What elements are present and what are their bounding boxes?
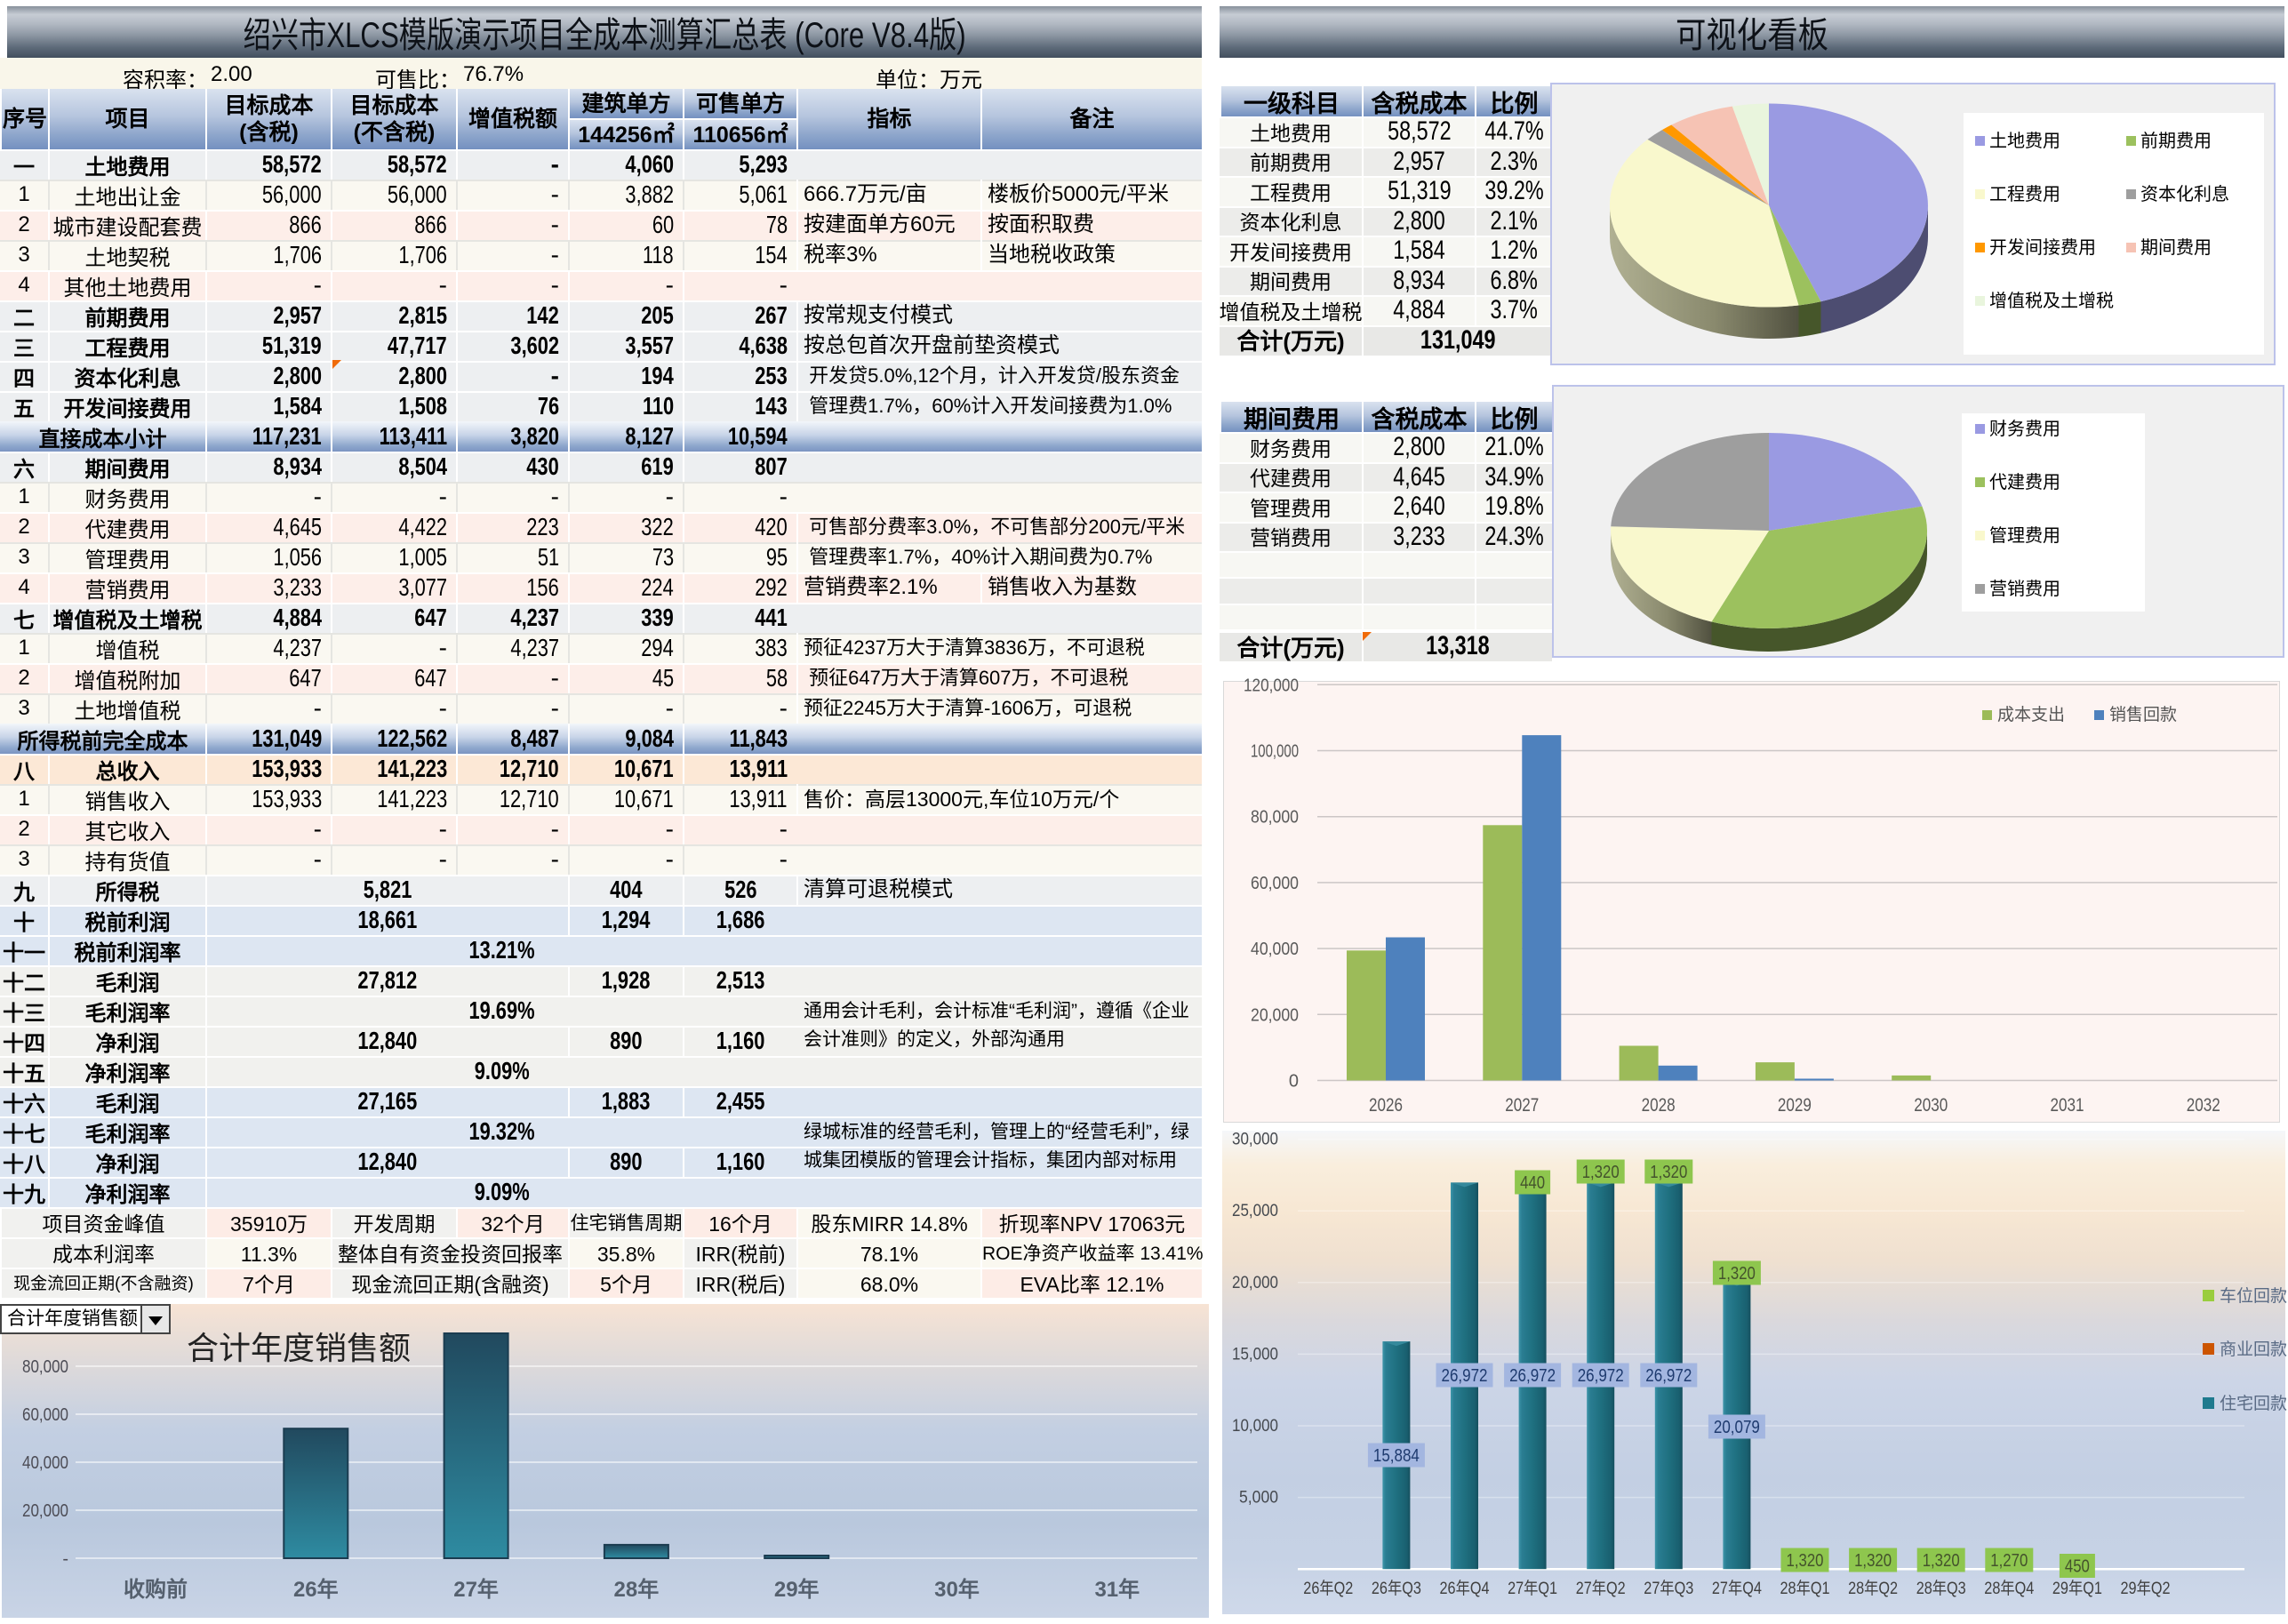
svg-text:29年Q1: 29年Q1 xyxy=(2052,1579,2102,1598)
svg-text:商业回款: 商业回款 xyxy=(2220,1340,2287,1359)
svg-text:30,000: 30,000 xyxy=(1232,1131,1278,1149)
svg-text:31年: 31年 xyxy=(1094,1577,1140,1602)
svg-text:20,000: 20,000 xyxy=(1251,1005,1299,1025)
svg-text:1,320: 1,320 xyxy=(1582,1163,1620,1182)
svg-text:27年Q2: 27年Q2 xyxy=(1576,1579,1626,1598)
svg-text:26,972: 26,972 xyxy=(1645,1366,1692,1386)
svg-text:1,320: 1,320 xyxy=(1923,1551,1960,1571)
svg-text:26年Q2: 26年Q2 xyxy=(1303,1579,1353,1598)
svg-text:车位回款: 车位回款 xyxy=(2220,1286,2287,1306)
svg-text:450: 450 xyxy=(2065,1557,2090,1577)
svg-text:住宅回款: 住宅回款 xyxy=(2220,1394,2287,1413)
svg-text:26年: 26年 xyxy=(293,1577,339,1602)
svg-text:27年Q3: 27年Q3 xyxy=(1644,1579,1693,1598)
svg-text:1,320: 1,320 xyxy=(1718,1264,1756,1284)
svg-text:20,000: 20,000 xyxy=(1232,1274,1278,1292)
svg-text:29年: 29年 xyxy=(774,1577,820,1602)
svg-text:销售回款: 销售回款 xyxy=(2109,705,2177,724)
svg-text:27年Q4: 27年Q4 xyxy=(1712,1579,1762,1598)
svg-text:28年Q4: 28年Q4 xyxy=(1984,1579,2034,1598)
svg-text:28年Q1: 28年Q1 xyxy=(1780,1579,1830,1598)
svg-text:440: 440 xyxy=(1520,1173,1545,1193)
svg-text:2028: 2028 xyxy=(1642,1095,1676,1116)
svg-text:1,270: 1,270 xyxy=(1990,1551,2028,1571)
svg-text:26,972: 26,972 xyxy=(1442,1366,1488,1386)
svg-text:10,000: 10,000 xyxy=(1232,1417,1278,1436)
svg-text:26,972: 26,972 xyxy=(1578,1366,1624,1386)
svg-text:5,000: 5,000 xyxy=(1239,1489,1278,1508)
svg-text:0: 0 xyxy=(1289,1072,1299,1092)
svg-text:60,000: 60,000 xyxy=(22,1405,68,1425)
svg-text:15,000: 15,000 xyxy=(1232,1345,1278,1364)
svg-text:合计年度销售额: 合计年度销售额 xyxy=(187,1331,411,1366)
svg-text:-: - xyxy=(62,1549,68,1569)
svg-text:26,972: 26,972 xyxy=(1509,1366,1556,1386)
svg-text:28年: 28年 xyxy=(614,1577,660,1602)
svg-text:80,000: 80,000 xyxy=(1251,808,1299,828)
svg-text:80,000: 80,000 xyxy=(22,1357,68,1377)
svg-text:26年Q3: 26年Q3 xyxy=(1372,1579,1421,1598)
svg-text:27年: 27年 xyxy=(453,1577,499,1602)
svg-text:15,884: 15,884 xyxy=(1373,1446,1420,1466)
svg-text:2027: 2027 xyxy=(1505,1095,1539,1116)
svg-text:28年Q2: 28年Q2 xyxy=(1848,1579,1898,1598)
svg-text:40,000: 40,000 xyxy=(1251,940,1299,959)
svg-text:30年: 30年 xyxy=(934,1577,980,1602)
svg-text:2029: 2029 xyxy=(1778,1095,1812,1116)
svg-text:1,320: 1,320 xyxy=(1650,1163,1687,1182)
svg-text:1,320: 1,320 xyxy=(1787,1551,1824,1571)
svg-text:25,000: 25,000 xyxy=(1232,1202,1278,1220)
svg-text:60,000: 60,000 xyxy=(1251,874,1299,893)
svg-text:2031: 2031 xyxy=(2051,1095,2084,1116)
svg-text:20,000: 20,000 xyxy=(22,1501,68,1521)
svg-text:28年Q3: 28年Q3 xyxy=(1916,1579,1966,1598)
svg-text:收购前: 收购前 xyxy=(124,1577,188,1602)
svg-text:成本支出: 成本支出 xyxy=(1997,705,2065,724)
svg-text:2032: 2032 xyxy=(2187,1095,2220,1116)
svg-text:2030: 2030 xyxy=(1914,1095,1948,1116)
svg-text:26年Q4: 26年Q4 xyxy=(1440,1579,1490,1598)
svg-text:27年Q1: 27年Q1 xyxy=(1508,1579,1557,1598)
svg-text:120,000: 120,000 xyxy=(1244,676,1299,695)
svg-text:1,320: 1,320 xyxy=(1854,1551,1892,1571)
svg-text:20,079: 20,079 xyxy=(1714,1418,1760,1437)
svg-text:100,000: 100,000 xyxy=(1251,742,1299,762)
svg-text:40,000: 40,000 xyxy=(22,1453,68,1473)
svg-text:2026: 2026 xyxy=(1369,1095,1403,1116)
svg-text:29年Q2: 29年Q2 xyxy=(2121,1579,2171,1598)
